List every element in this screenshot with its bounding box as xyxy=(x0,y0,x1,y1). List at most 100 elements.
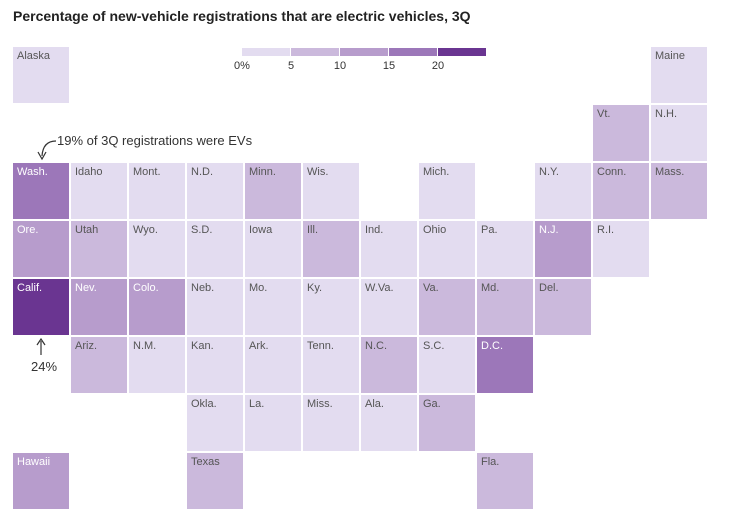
state-label: N.D. xyxy=(191,166,213,178)
legend-tick-label: 15 xyxy=(382,60,396,72)
state-label: Iowa xyxy=(249,224,273,236)
state-label: Neb. xyxy=(191,282,215,294)
state-label: Miss. xyxy=(307,398,333,410)
state-tile-del: Del. xyxy=(535,279,591,335)
state-tile-ga: Ga. xyxy=(419,395,475,451)
state-tile-n-j: N.J. xyxy=(535,221,591,277)
state-label: Ore. xyxy=(17,224,39,236)
state-tile-ky: Ky. xyxy=(303,279,359,335)
state-tile-maine: Maine xyxy=(651,47,707,103)
legend-swatch xyxy=(242,48,290,56)
legend-tick-label: 20 xyxy=(431,60,445,72)
state-label: Maine xyxy=(655,50,685,62)
state-label: N.H. xyxy=(655,108,677,120)
state-tile-ark: Ark. xyxy=(245,337,301,393)
state-label: N.M. xyxy=(133,340,157,352)
state-label: S.C. xyxy=(423,340,445,352)
state-tile-iowa: Iowa xyxy=(245,221,301,277)
state-tile-mont: Mont. xyxy=(129,163,185,219)
state-label: Ohio xyxy=(423,224,447,236)
state-tile-mo: Mo. xyxy=(245,279,301,335)
legend-tick-label: 0% xyxy=(234,60,250,72)
state-tile-n-h: N.H. xyxy=(651,105,707,161)
state-tile-minn: Minn. xyxy=(245,163,301,219)
state-tile-wyo: Wyo. xyxy=(129,221,185,277)
state-label: S.D. xyxy=(191,224,213,236)
legend-swatch xyxy=(389,48,437,56)
state-tile-hawaii: Hawaii xyxy=(13,453,69,509)
state-tile-n-d: N.D. xyxy=(187,163,243,219)
state-label: Ind. xyxy=(365,224,384,236)
state-tile-ill: Ill. xyxy=(303,221,359,277)
state-tile-fla: Fla. xyxy=(477,453,533,509)
calif-annotation: 24% xyxy=(31,359,58,374)
state-label: Ariz. xyxy=(75,340,97,352)
state-label: Mass. xyxy=(655,166,685,178)
state-label: N.J. xyxy=(539,224,559,236)
state-label: Conn. xyxy=(597,166,627,178)
state-label: Ky. xyxy=(307,282,323,294)
state-label: Kan. xyxy=(191,340,214,352)
state-tile-texas: Texas xyxy=(187,453,243,509)
state-label: Va. xyxy=(423,282,439,294)
state-label: Mich. xyxy=(423,166,450,178)
state-label: Pa. xyxy=(481,224,498,236)
state-tile-ala: Ala. xyxy=(361,395,417,451)
legend-tick-label: 5 xyxy=(287,60,295,72)
state-tile-mich: Mich. xyxy=(419,163,475,219)
state-label: Wyo. xyxy=(133,224,158,236)
chart-title: Percentage of new-vehicle registrations … xyxy=(13,8,471,24)
state-tile-kan: Kan. xyxy=(187,337,243,393)
state-label: Ala. xyxy=(365,398,384,410)
state-tile-va: Va. xyxy=(419,279,475,335)
state-tile-la: La. xyxy=(245,395,301,451)
state-tile-md: Md. xyxy=(477,279,533,335)
state-label: Hawaii xyxy=(17,456,51,468)
state-label: Idaho xyxy=(75,166,103,178)
state-tile-calif: Calif. xyxy=(13,279,69,335)
state-label: Okla. xyxy=(191,398,217,410)
state-label: Tenn. xyxy=(307,340,334,352)
state-label: Ga. xyxy=(423,398,441,410)
state-tile-w-va: W.Va. xyxy=(361,279,417,335)
state-tile-r-i: R.I. xyxy=(593,221,649,277)
state-tile-n-y: N.Y. xyxy=(535,163,591,219)
state-tile-colo: Colo. xyxy=(129,279,185,335)
legend-swatch xyxy=(340,48,388,56)
state-label: Vt. xyxy=(597,108,611,120)
wash-annotation: 19% of 3Q registrations were EVs xyxy=(57,133,253,148)
state-tile-miss: Miss. xyxy=(303,395,359,451)
state-tile-wis: Wis. xyxy=(303,163,359,219)
state-label: Nev. xyxy=(75,282,97,294)
state-label: Fla. xyxy=(481,456,500,468)
state-tile-s-d: S.D. xyxy=(187,221,243,277)
state-tile-neb: Neb. xyxy=(187,279,243,335)
state-label: Ark. xyxy=(249,340,269,352)
state-label: N.Y. xyxy=(539,166,559,178)
wash-annotation-arrow xyxy=(37,140,57,161)
state-label: D.C. xyxy=(481,340,503,352)
state-label: Texas xyxy=(191,456,220,468)
state-label: Del. xyxy=(539,282,559,294)
state-label: Wis. xyxy=(307,166,329,178)
state-label: Calif. xyxy=(17,282,43,294)
state-label: Alaska xyxy=(17,50,51,62)
state-label: N.C. xyxy=(365,340,387,352)
state-label: Mo. xyxy=(249,282,268,294)
state-tile-conn: Conn. xyxy=(593,163,649,219)
state-tile-d-c: D.C. xyxy=(477,337,533,393)
state-tile-ind: Ind. xyxy=(361,221,417,277)
state-tile-utah: Utah xyxy=(71,221,127,277)
legend-swatch xyxy=(291,48,339,56)
state-label: Ill. xyxy=(307,224,318,236)
state-label: Minn. xyxy=(249,166,276,178)
state-label: Md. xyxy=(481,282,500,294)
legend-swatch xyxy=(438,48,486,56)
state-label: Wash. xyxy=(17,166,48,178)
state-label: La. xyxy=(249,398,265,410)
state-tile-ariz: Ariz. xyxy=(71,337,127,393)
state-tile-wash: Wash. xyxy=(13,163,69,219)
state-tile-ore: Ore. xyxy=(13,221,69,277)
state-tile-okla: Okla. xyxy=(187,395,243,451)
